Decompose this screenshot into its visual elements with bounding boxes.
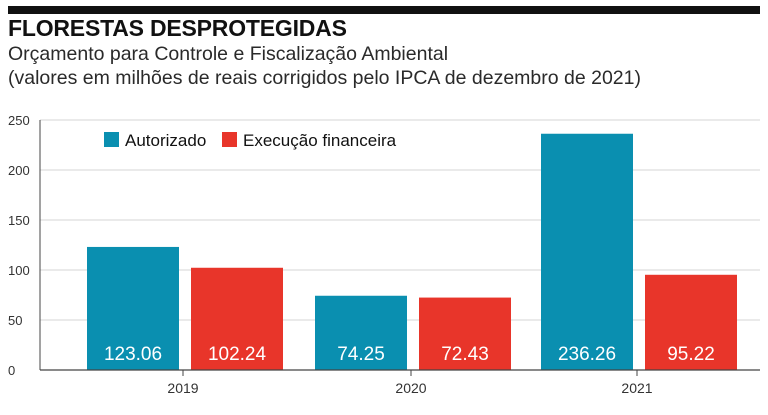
- x-tick-label: 2021: [621, 380, 652, 396]
- legend-autorizado-label: Autorizado: [125, 131, 206, 150]
- x-tick-label: 2020: [395, 380, 426, 396]
- bar-data-label: 95.22: [667, 344, 715, 365]
- top-rule: [8, 6, 760, 14]
- legend-execucao-swatch: [222, 132, 237, 147]
- y-tick-label: 200: [8, 163, 30, 178]
- chart-title: FLORESTAS DESPROTEGIDAS: [8, 15, 347, 41]
- bar-autorizado-2020: [315, 295, 407, 370]
- bar-autorizado-2019: [87, 246, 179, 370]
- bar-data-label: 74.25: [337, 344, 385, 365]
- bar-execucao-2019: [191, 267, 283, 370]
- y-tick-label: 150: [8, 213, 30, 228]
- legend-execucao-label: Execução financeira: [243, 131, 397, 150]
- bar-execucao-2021: [645, 274, 737, 370]
- x-tick-label: 2019: [167, 380, 198, 396]
- y-tick-label: 250: [8, 113, 30, 128]
- bar-data-label: 123.06: [104, 344, 162, 365]
- chart-subtitle: Orçamento para Controle e Fiscalização A…: [8, 42, 760, 90]
- subtitle-line-1: Orçamento para Controle e Fiscalização A…: [8, 43, 449, 65]
- bar-data-label: 102.24: [208, 344, 267, 365]
- subtitle-line-2: (valores em milhões de reais corrigidos …: [8, 67, 641, 89]
- bar-data-label: 72.43: [441, 344, 489, 365]
- bar-autorizado-2021: [541, 133, 633, 370]
- bar-execucao-2020: [419, 297, 511, 370]
- y-tick-label: 100: [8, 263, 30, 278]
- y-tick-label: 0: [8, 363, 15, 378]
- bar-data-label: 236.26: [558, 344, 616, 365]
- y-tick-label: 50: [8, 313, 22, 328]
- legend-autorizado-swatch: [104, 132, 119, 147]
